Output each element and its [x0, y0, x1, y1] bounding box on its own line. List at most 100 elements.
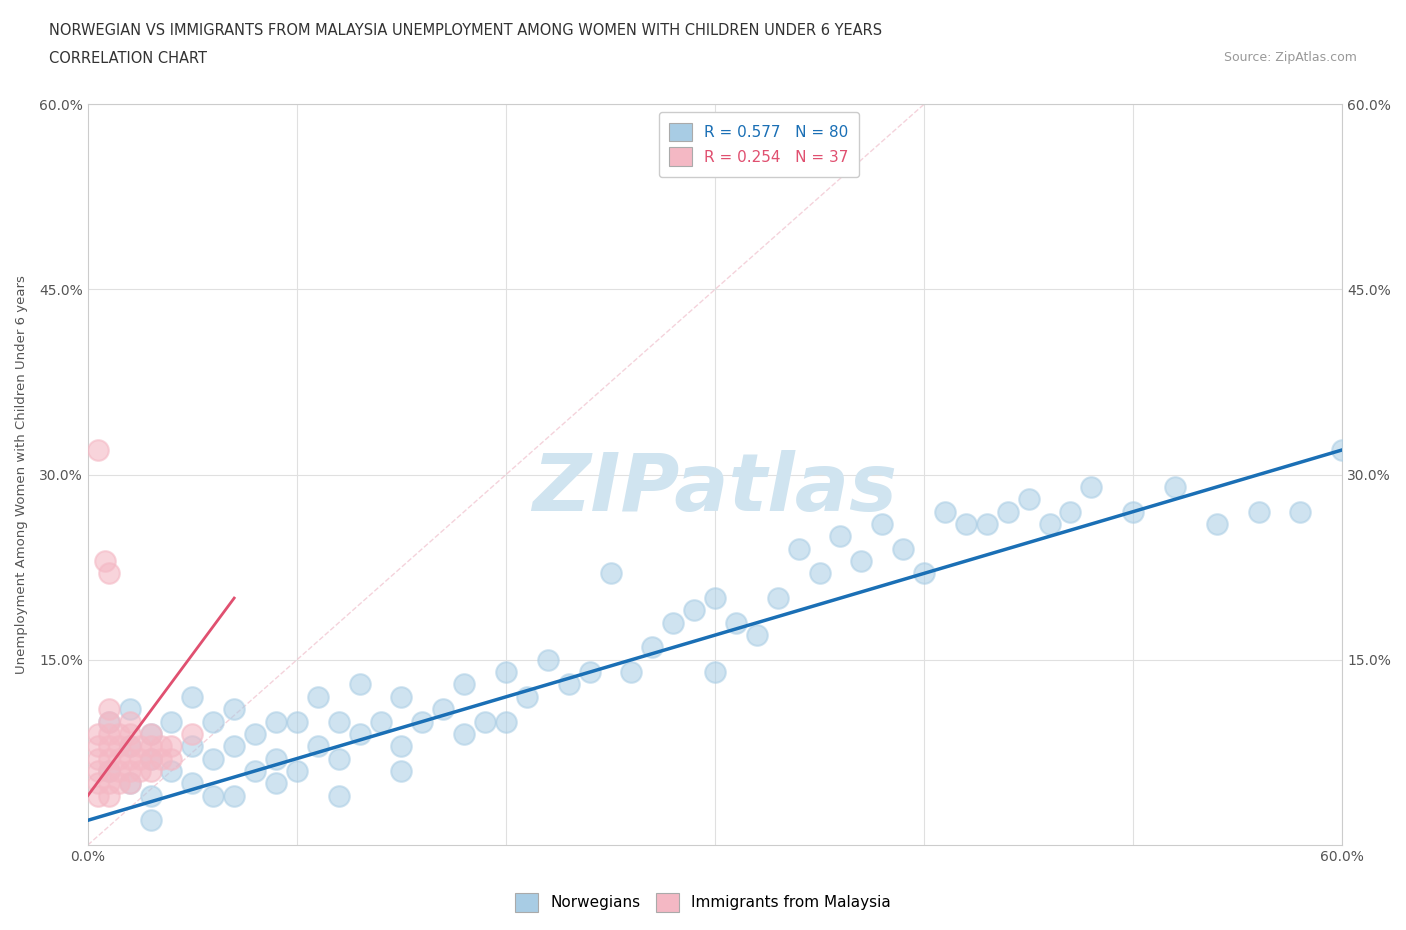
- Point: [1059, 504, 1081, 519]
- Point: [391, 738, 413, 753]
- Point: [139, 813, 162, 828]
- Point: [453, 726, 475, 741]
- Point: [97, 788, 120, 803]
- Point: [139, 788, 162, 803]
- Point: [97, 566, 120, 581]
- Point: [87, 776, 110, 790]
- Point: [87, 726, 110, 741]
- Y-axis label: Unemployment Among Women with Children Under 6 years: Unemployment Among Women with Children U…: [15, 275, 28, 674]
- Point: [97, 764, 120, 778]
- Point: [87, 764, 110, 778]
- Point: [87, 788, 110, 803]
- Point: [118, 776, 141, 790]
- Point: [704, 591, 727, 605]
- Point: [93, 553, 115, 568]
- Point: [202, 788, 225, 803]
- Point: [391, 689, 413, 704]
- Point: [370, 714, 392, 729]
- Point: [129, 764, 152, 778]
- Point: [1205, 516, 1227, 531]
- Point: [328, 714, 350, 729]
- Point: [224, 702, 246, 717]
- Point: [150, 751, 173, 766]
- Point: [578, 665, 600, 680]
- Legend: Norwegians, Immigrants from Malaysia: Norwegians, Immigrants from Malaysia: [509, 887, 897, 918]
- Point: [349, 677, 371, 692]
- Point: [97, 764, 120, 778]
- Point: [118, 726, 141, 741]
- Point: [181, 776, 204, 790]
- Point: [912, 566, 935, 581]
- Point: [87, 751, 110, 766]
- Point: [181, 726, 204, 741]
- Point: [139, 726, 162, 741]
- Point: [202, 751, 225, 766]
- Point: [139, 751, 162, 766]
- Point: [1289, 504, 1312, 519]
- Point: [474, 714, 496, 729]
- Point: [997, 504, 1019, 519]
- Point: [557, 677, 579, 692]
- Point: [264, 751, 287, 766]
- Point: [108, 738, 131, 753]
- Point: [108, 751, 131, 766]
- Point: [87, 443, 110, 458]
- Point: [97, 751, 120, 766]
- Point: [307, 689, 329, 704]
- Point: [97, 776, 120, 790]
- Point: [955, 516, 977, 531]
- Point: [766, 591, 789, 605]
- Point: [139, 738, 162, 753]
- Point: [432, 702, 454, 717]
- Point: [830, 529, 852, 544]
- Point: [264, 776, 287, 790]
- Point: [97, 702, 120, 717]
- Point: [243, 726, 266, 741]
- Point: [108, 776, 131, 790]
- Point: [724, 616, 747, 631]
- Point: [264, 714, 287, 729]
- Point: [745, 628, 768, 643]
- Point: [285, 714, 308, 729]
- Point: [139, 726, 162, 741]
- Point: [537, 652, 560, 667]
- Point: [1038, 516, 1060, 531]
- Point: [851, 553, 873, 568]
- Point: [516, 689, 538, 704]
- Point: [108, 726, 131, 741]
- Legend: R = 0.577   N = 80, R = 0.254   N = 37: R = 0.577 N = 80, R = 0.254 N = 37: [658, 112, 859, 177]
- Point: [97, 714, 120, 729]
- Point: [118, 738, 141, 753]
- Point: [495, 665, 517, 680]
- Point: [620, 665, 643, 680]
- Point: [118, 702, 141, 717]
- Point: [934, 504, 956, 519]
- Point: [224, 738, 246, 753]
- Point: [97, 738, 120, 753]
- Point: [243, 764, 266, 778]
- Point: [1018, 492, 1040, 507]
- Text: ZIPatlas: ZIPatlas: [533, 450, 897, 528]
- Point: [662, 616, 685, 631]
- Point: [1331, 443, 1354, 458]
- Point: [391, 764, 413, 778]
- Point: [87, 738, 110, 753]
- Point: [160, 764, 183, 778]
- Point: [160, 738, 183, 753]
- Point: [202, 714, 225, 729]
- Point: [349, 726, 371, 741]
- Point: [108, 764, 131, 778]
- Point: [411, 714, 433, 729]
- Point: [129, 738, 152, 753]
- Point: [787, 541, 810, 556]
- Text: NORWEGIAN VS IMMIGRANTS FROM MALAYSIA UNEMPLOYMENT AMONG WOMEN WITH CHILDREN UND: NORWEGIAN VS IMMIGRANTS FROM MALAYSIA UN…: [49, 23, 883, 38]
- Point: [160, 714, 183, 729]
- Point: [118, 776, 141, 790]
- Point: [97, 726, 120, 741]
- Point: [307, 738, 329, 753]
- Point: [1080, 480, 1102, 495]
- Point: [139, 751, 162, 766]
- Point: [139, 764, 162, 778]
- Point: [118, 738, 141, 753]
- Point: [328, 788, 350, 803]
